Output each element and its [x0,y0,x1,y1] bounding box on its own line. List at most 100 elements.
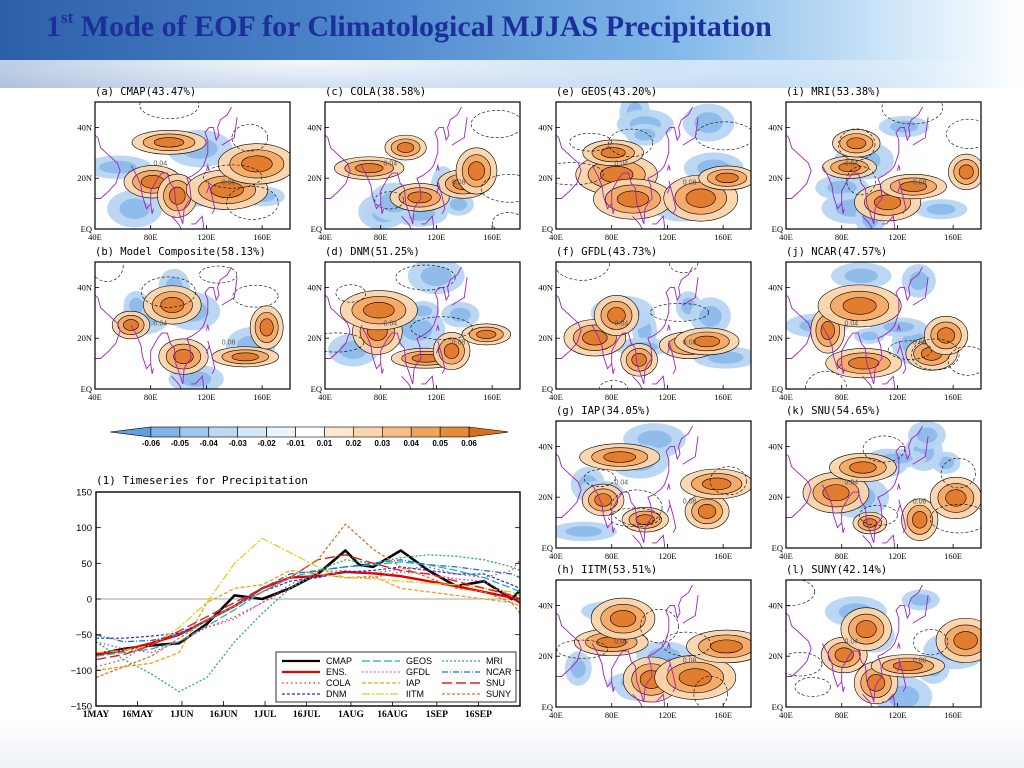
x-tick-label: 1MAY [83,710,110,718]
coastline [221,277,238,306]
contour-line [397,142,415,153]
contour-line [607,307,626,324]
legend-label: GFDL [406,667,430,677]
negative-anomaly-blob [420,266,452,287]
positive-anomaly-blob [856,620,877,638]
contour-line [852,511,888,535]
contour-line [693,335,721,348]
contour-line [881,657,934,675]
contour-line [609,610,637,628]
contour-label: 0.08 [222,180,236,187]
negative-anomaly-blob [99,160,137,174]
x-tick-label: 120E [427,392,445,402]
negative-anomaly-blob [910,594,932,606]
contour-line [836,352,891,374]
positive-anomaly-blob [468,161,485,181]
y-tick-label: EQ [81,224,92,234]
coastline [95,134,121,199]
contour-line [153,137,185,148]
y-tick-label: 20N [307,333,322,343]
panel-title-a: (a) CMAP(43.47%) [95,86,196,98]
positive-anomaly-blob [596,636,627,648]
coastline [786,294,812,359]
y-tick-label: 40N [77,122,92,132]
contour-line [169,186,186,205]
contour-line [241,155,273,173]
colorbar-label: 0.06 [461,439,477,448]
positive-anomaly-blob [407,191,432,203]
negative-anomaly-blob [916,427,938,443]
coastline [130,266,232,385]
series-line-geos [96,561,520,657]
contour-line [600,603,646,634]
negative-contour-line [786,652,823,677]
coastline [841,522,845,533]
contour-line [832,129,881,158]
negative-contour-line [846,166,876,196]
panel-title-i: (i) MRI(53.38%) [786,86,881,98]
colorbar-label: -0.02 [257,439,276,448]
coastline [191,375,205,389]
map-frame [94,261,291,390]
coastline [896,180,907,215]
map-panel-i: (i) MRI(53.38%) 0.04 0.08 40E 80E 120E 160E 40N… [768,86,982,242]
contour-line [590,597,656,640]
x-tick-label: 120E [658,232,676,242]
coastline [556,294,582,359]
x-tick-label: 80E [605,551,619,561]
legend-label: MRI [486,656,503,666]
colorbar-segment [324,426,354,438]
x-tick-label: 120E [888,232,906,242]
contour-line [680,468,751,500]
x-tick-label: 40E [88,392,102,402]
x-tick-label: 120E [888,392,906,402]
coastline [205,323,210,331]
positive-anomaly-blob [849,461,877,474]
negative-anomaly-blob [449,307,471,322]
negative-contour-line [374,191,405,210]
coastline [435,340,446,375]
contour-line [820,321,835,340]
contour-label: 0.08 [683,180,697,187]
negative-anomaly-blob [926,203,956,215]
contour-line [697,503,717,519]
colorbar-label: 0.05 [432,439,448,448]
coastline [652,534,666,548]
contour-line [715,172,739,184]
contour-line [839,457,887,478]
y-tick-label: EQ [772,543,783,553]
colorbar-segment [266,426,296,438]
contour-line [817,284,902,328]
positive-anomaly-blob [693,336,720,347]
contour-line [701,477,732,491]
contour-line [685,188,716,208]
negative-contour-line [410,316,473,340]
colorbar-label: 0.03 [375,439,391,448]
x-tick-label: 120E [658,551,676,561]
coastline [591,425,693,544]
contour-line [111,310,151,340]
colorbar-segment [150,426,181,438]
coastline [841,363,845,374]
coastline [666,180,677,215]
contour-label: 0.08 [913,658,927,665]
panel-title-k: (k) SNU(54.65%) [786,405,881,417]
coastline [896,482,901,490]
contour-line [254,311,279,343]
coastline [912,595,929,624]
x-tick-label: 160E [944,232,962,242]
contour-line [892,661,923,671]
map-frame [555,579,752,708]
legend-label: CMAP [326,656,352,666]
contour-line [691,473,743,495]
positive-anomaly-blob [160,297,184,313]
map-panel-b: (b) Model Composite(58.13%) 0.04 0.08 40E 80… [77,246,291,402]
x-tick-label: 40E [779,392,793,402]
y-tick-label: 40N [768,122,783,132]
title-rest: Mode of EOF for Climatological MJJAS Pre… [73,10,772,43]
x-tick-label: 40E [549,392,563,402]
map-panel-j: (j) NCAR(47.57%) 0.04 0.08 40E 80E 120E 160E 40… [768,246,982,402]
contour-line [945,489,967,507]
